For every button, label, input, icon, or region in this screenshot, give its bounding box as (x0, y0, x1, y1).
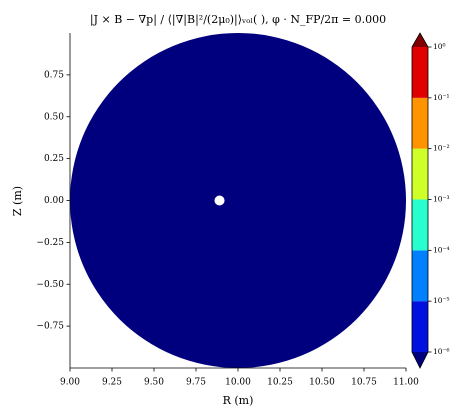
x-tick-label: 10.75 (351, 378, 377, 388)
colorbar-tick-label: 10⁻⁴ (433, 245, 450, 254)
colorbar-tick-label: 10⁰ (433, 42, 446, 51)
colorbar-band (412, 199, 428, 251)
y-tick-label: 0.50 (44, 112, 64, 122)
y-tick-label: 0.00 (44, 196, 64, 206)
colorbar-tick-label: 10⁻¹ (433, 93, 450, 102)
colorbar-tick-label: 10⁻⁶ (433, 347, 450, 356)
x-tick-label: 9.25 (102, 378, 122, 388)
y-tick-label: −0.75 (36, 322, 64, 332)
colorbar-tick-label: 10⁻⁵ (433, 296, 450, 305)
x-axis-label: R (m) (223, 394, 254, 407)
hole (214, 195, 225, 206)
colorbar-band (412, 250, 428, 302)
colorbar-tick-label: 10⁻³ (433, 195, 450, 204)
chart-title: |J × B − ∇p| / ⟨|∇|B|²/(2μ₀)|⟩ᵥₒₗ( ), φ … (90, 13, 386, 27)
y-tick-label: −0.50 (36, 280, 64, 290)
x-tick-label: 10.50 (309, 378, 335, 388)
y-tick-label: 0.75 (44, 70, 64, 80)
colorbar-band (412, 148, 428, 200)
y-tick-label: 0.25 (44, 154, 64, 164)
x-tick-label: 9.00 (60, 378, 80, 388)
contour-region (70, 33, 406, 368)
y-tick-label: −0.25 (36, 238, 64, 248)
x-tick-label: 10.00 (225, 378, 251, 388)
x-tick-label: 11.00 (393, 378, 419, 388)
colorbar-under (412, 352, 428, 368)
y-axis-label: Z (m) (11, 186, 24, 216)
x-tick-label: 9.75 (186, 378, 206, 388)
colorbar-band (412, 47, 428, 98)
colorbar-band (412, 301, 428, 352)
colorbar-band (412, 97, 428, 149)
colorbar-over (412, 33, 428, 47)
x-tick-label: 10.25 (267, 378, 293, 388)
x-tick-label: 9.50 (144, 378, 164, 388)
colorbar-tick-label: 10⁻² (433, 144, 450, 153)
